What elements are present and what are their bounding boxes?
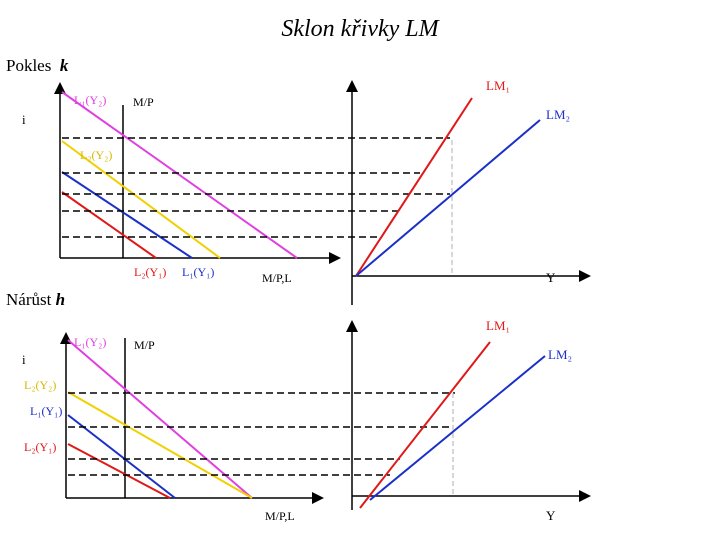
top-lm1-curve [355,97,473,277]
bottom-money-market-graph: i M/P,L M/P L₁(Y₂) L₂(Y₂) L₁(Y₁) L₂(Y₁) [22,332,324,523]
top-lm2-label: LM₂ [546,107,570,122]
top-curve-l2-y1 [61,191,157,259]
top-money-market-graph: i M/P,L M/P L₁(Y₂) L₂(Y₂) L₁(Y₁) L₂(Y₁) [22,82,341,285]
bottom-lm2-curve [369,355,546,501]
top-lm2-curve [355,119,541,277]
top-curve-l1-y2 [61,91,298,259]
top-money-supply-label: M/P [133,95,154,109]
top-lm-graph: Y LM₁ LM₂ [346,78,591,305]
top-lm1-label: LM₁ [486,78,510,93]
bottom-lm2-label: LM₂ [548,347,572,362]
section-label-increase-h: Nárůst h [6,290,66,309]
top-label-l2-y1: L₂(Y₁) [134,265,166,279]
bottom-interest-guides [68,392,455,476]
top-curve-l1-y1 [61,171,193,259]
bottom-label-l2-y2: L₂(Y₂) [24,378,56,392]
bottom-label-l1-y1: L₁(Y₁) [30,404,62,418]
bottom-money-supply-label: M/P [134,338,155,352]
bottom-money-x-axis-label: M/P,L [265,509,295,523]
bottom-lm-x-axis-label: Y [546,508,556,523]
bottom-curve-l2-y1 [67,443,171,499]
top-interest-guides [62,137,450,238]
bottom-curve-l2-y2 [67,391,253,499]
top-label-l1-y1: L₁(Y₁) [182,265,214,279]
page-title: Sklon křivky LM [281,16,439,42]
bottom-label-l2-y1: L₂(Y₁) [24,440,56,454]
bottom-lm1-curve [359,341,491,509]
top-label-l2-y2: L₂(Y₂) [80,148,112,162]
bottom-curve-l1-y1 [67,414,176,499]
bottom-lm-graph: Y LM₁ LM₂ [346,318,591,523]
bottom-money-y-axis-label: i [22,352,26,367]
top-label-l1-y2: L₁(Y₂) [74,93,106,107]
top-curve-l2-y2 [61,140,221,259]
top-money-x-axis-label: M/P,L [262,271,292,285]
section-label-decrease-k: Pokles k [6,56,69,75]
bottom-label-l1-y2: L₁(Y₂) [74,335,106,349]
top-lm-x-axis-label: Y [546,270,556,285]
bottom-curve-l1-y2 [67,339,253,499]
bottom-lm1-label: LM₁ [486,318,510,333]
top-money-y-axis-label: i [22,112,26,127]
